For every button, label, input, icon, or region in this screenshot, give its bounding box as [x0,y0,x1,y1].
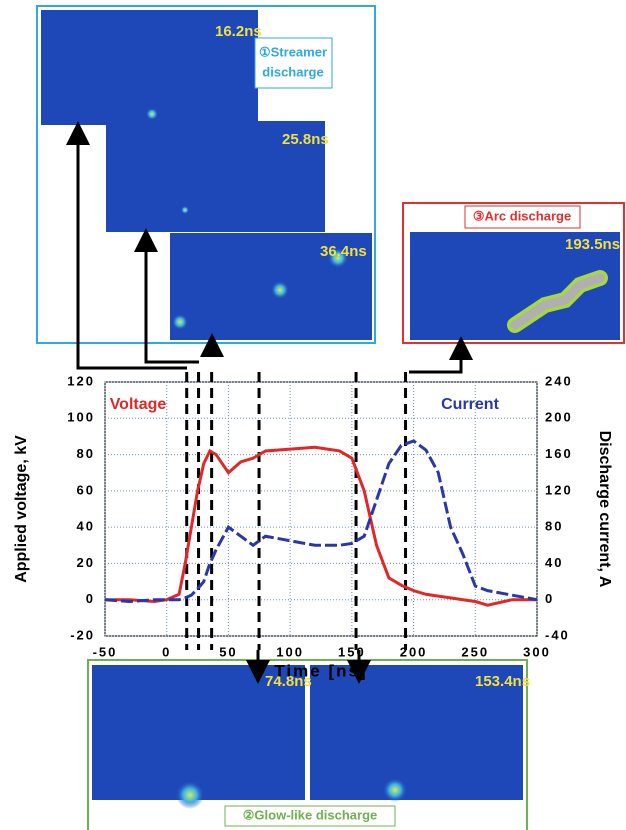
y-tick-label: -20 [70,627,95,642]
y-axis-title: Applied voltage, kV [13,435,30,583]
arc-channel [510,273,605,330]
x-tick-label: 0 [162,644,171,659]
x-tick-label: 200 [400,644,428,659]
y2-tick-label: -40 [545,627,570,642]
arc-label-box [464,205,581,229]
y-tick-label: 40 [77,519,95,534]
x-tick-label: 50 [219,644,237,659]
y-tick-label: 0 [86,591,95,606]
x-tick-label: 250 [461,644,489,659]
spot [328,248,348,268]
glow-label-box [224,805,396,827]
spot [383,778,407,802]
legend-label: Voltage [110,396,167,413]
image [310,665,523,800]
x-axis-title: Time [ns] [274,661,367,680]
y-tick-label: 20 [77,555,95,570]
x-tick-label: 300 [523,644,551,659]
y-tick-label: 120 [67,373,95,388]
image-label: 153.4ns [475,673,530,690]
image [41,10,258,125]
image-label: 16.2ns [215,23,262,40]
legend-label: Current [441,396,499,413]
image-label: 25.8ns [282,131,329,148]
panel-title: discharge [262,64,323,79]
x-tick-label: -50 [93,644,118,659]
spot [176,781,204,809]
y-tick-label: 80 [77,446,95,461]
x-tick-label: 100 [276,644,304,659]
x-tick-label: 150 [338,644,366,659]
y-tick-label: 100 [67,410,95,425]
streamer-label-box [254,37,333,89]
y2-tick-label: 40 [545,555,563,570]
panel-title: ②Glow-like discharge [243,807,377,822]
y2-tick-label: 80 [545,519,563,534]
y2-tick-label: 0 [545,591,554,606]
y2-tick-label: 160 [545,446,573,461]
spot [271,281,289,299]
panel-title: ①Streamer [259,44,327,59]
series-line [104,439,538,604]
spot [172,314,188,330]
spot [146,108,158,120]
image [106,121,325,232]
image-label: 193.5ns [565,236,620,253]
y2-tick-label: 200 [545,410,573,425]
y2-tick-label: 120 [545,482,573,497]
series-line [105,445,537,607]
y2-axis-title: Discharge current, A [596,431,613,588]
spot [181,206,189,214]
image [92,665,305,800]
arrows [66,121,473,684]
image-label: 36.4ns [320,243,367,260]
panel-title: ③Arc discharge [473,208,571,223]
image-label: 74.8ns [265,673,312,690]
y2-tick-label: 240 [545,373,573,388]
y-tick-label: 60 [77,482,95,497]
